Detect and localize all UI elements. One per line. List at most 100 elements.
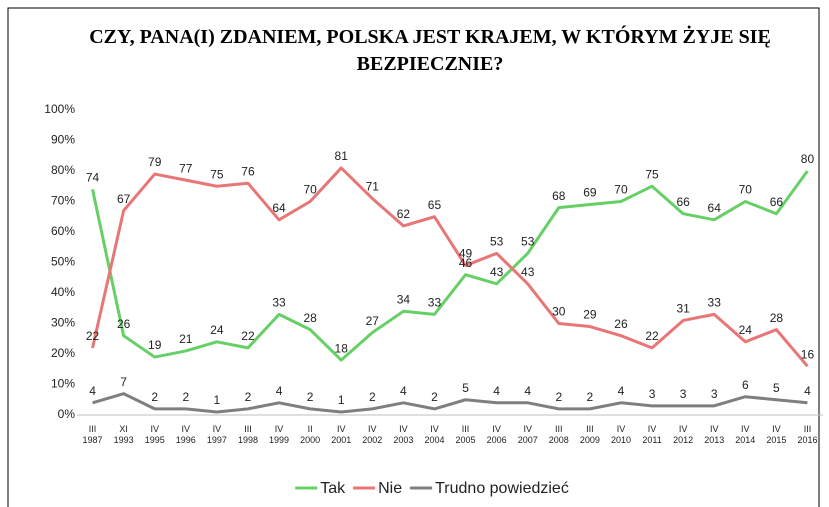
data-label: 33 bbox=[272, 296, 286, 310]
x-tick-label-line: III bbox=[89, 424, 97, 434]
x-tick-label-line: IV bbox=[275, 424, 284, 434]
x-tick-label-line: 2010 bbox=[611, 435, 631, 445]
x-tick-label-line: 2013 bbox=[704, 435, 724, 445]
x-tick-label: IV 1995 bbox=[145, 424, 165, 445]
x-tick-label-line: III bbox=[586, 424, 594, 434]
y-tick-label: 10% bbox=[51, 377, 75, 391]
data-label: 77 bbox=[179, 161, 193, 175]
data-label: 27 bbox=[366, 314, 380, 328]
x-tick-label-line: IV bbox=[399, 424, 408, 434]
x-tick-label-line: 2006 bbox=[487, 435, 507, 445]
data-label: 2 bbox=[431, 390, 438, 404]
x-tick-label: IV 2001 bbox=[331, 424, 351, 445]
x-tick-label-line: IV bbox=[648, 424, 657, 434]
data-label: 76 bbox=[241, 164, 255, 178]
y-tick-label: 80% bbox=[51, 163, 75, 177]
data-label: 2 bbox=[369, 390, 376, 404]
x-tick-label: III 2009 bbox=[580, 424, 600, 445]
legend-label: Trudno powiedzieć bbox=[435, 480, 569, 497]
x-tick-label-line: 2008 bbox=[549, 435, 569, 445]
data-label: 4 bbox=[493, 384, 500, 398]
data-label: 21 bbox=[179, 332, 193, 346]
data-label: 80 bbox=[801, 152, 815, 166]
y-tick-label: 100% bbox=[44, 102, 75, 116]
x-tick-label-line: III bbox=[804, 424, 812, 434]
data-label: 4 bbox=[804, 384, 811, 398]
data-label: 75 bbox=[645, 167, 659, 181]
data-label: 70 bbox=[739, 183, 753, 197]
data-label: 22 bbox=[86, 329, 100, 343]
data-label: 64 bbox=[272, 201, 286, 215]
data-label: 75 bbox=[210, 167, 224, 181]
y-tick-label: 70% bbox=[51, 194, 75, 208]
x-tick-label-line: 2000 bbox=[300, 435, 320, 445]
x-tick-label-line: 1998 bbox=[238, 435, 258, 445]
data-label: 79 bbox=[148, 155, 162, 169]
data-label: 74 bbox=[86, 170, 100, 184]
x-tick-label: XI 1993 bbox=[114, 424, 134, 445]
x-tick-label-line: IV bbox=[368, 424, 377, 434]
x-tick-label-line: 2009 bbox=[580, 435, 600, 445]
x-tick-label-line: II bbox=[308, 424, 313, 434]
y-tick-label: 90% bbox=[51, 133, 75, 147]
data-label: 4 bbox=[400, 384, 407, 398]
data-label: 71 bbox=[366, 180, 380, 194]
x-tick-label: III 2008 bbox=[549, 424, 569, 445]
x-tick-label: III 2005 bbox=[456, 424, 476, 445]
x-tick-label: III 1987 bbox=[83, 424, 103, 445]
legend-label: Tak bbox=[320, 480, 346, 497]
x-tick-label-line: IV bbox=[492, 424, 501, 434]
x-tick-label-line: IV bbox=[523, 424, 532, 434]
data-label: 2 bbox=[245, 390, 252, 404]
x-tick-label-line: IV bbox=[741, 424, 750, 434]
data-label: 3 bbox=[680, 387, 687, 401]
data-label: 18 bbox=[335, 341, 349, 355]
x-tick-label-line: 2016 bbox=[797, 435, 817, 445]
data-label: 5 bbox=[773, 381, 780, 395]
x-tick-label-line: 2001 bbox=[331, 435, 351, 445]
data-label: 3 bbox=[649, 387, 656, 401]
data-label: 49 bbox=[459, 247, 473, 261]
x-tick-label: IV 2010 bbox=[611, 424, 631, 445]
x-tick-label-line: 2015 bbox=[766, 435, 786, 445]
x-tick-label-line: IV bbox=[430, 424, 439, 434]
x-tick-label-line: IV bbox=[617, 424, 626, 434]
x-tick-label: IV 2006 bbox=[487, 424, 507, 445]
data-label: 46 bbox=[459, 256, 473, 270]
data-label: 43 bbox=[521, 265, 535, 279]
x-tick-label-line: 1997 bbox=[207, 435, 227, 445]
data-label: 30 bbox=[552, 305, 566, 319]
data-label: 6 bbox=[742, 378, 749, 392]
series-line bbox=[91, 166, 809, 368]
data-label: 2 bbox=[307, 390, 314, 404]
data-label: 22 bbox=[241, 329, 255, 343]
data-label: 53 bbox=[521, 235, 535, 249]
data-label: 1 bbox=[338, 393, 345, 407]
data-label: 7 bbox=[120, 375, 127, 389]
data-label: 43 bbox=[490, 265, 504, 279]
y-tick-label: 0% bbox=[58, 407, 76, 421]
y-tick-label: 30% bbox=[51, 316, 75, 330]
x-tick-label: IV 2014 bbox=[735, 424, 755, 445]
data-label: 81 bbox=[335, 149, 349, 163]
x-tick-label-line: IV bbox=[182, 424, 191, 434]
x-tick-label-line: 2002 bbox=[362, 435, 382, 445]
x-tick-label: IV 2013 bbox=[704, 424, 724, 445]
data-label: 53 bbox=[490, 235, 504, 249]
chart-title: CZY, PANA(I) ZDANIEM, POLSKA JEST KRAJEM… bbox=[89, 26, 771, 75]
data-label: 2 bbox=[151, 390, 158, 404]
x-tick-label-line: IV bbox=[679, 424, 688, 434]
x-tick-label-line: XI bbox=[119, 424, 128, 434]
data-label: 28 bbox=[770, 311, 784, 325]
data-label: 34 bbox=[397, 292, 411, 306]
x-tick-label: IV 2007 bbox=[518, 424, 538, 445]
data-label: 26 bbox=[117, 317, 131, 331]
data-label: 70 bbox=[614, 183, 628, 197]
x-tick-label: IV 2011 bbox=[642, 424, 661, 445]
x-tick-label-line: 1995 bbox=[145, 435, 165, 445]
x-tick-label-line: 2007 bbox=[518, 435, 538, 445]
x-tick-label-line: III bbox=[244, 424, 252, 434]
data-label: 68 bbox=[552, 189, 566, 203]
